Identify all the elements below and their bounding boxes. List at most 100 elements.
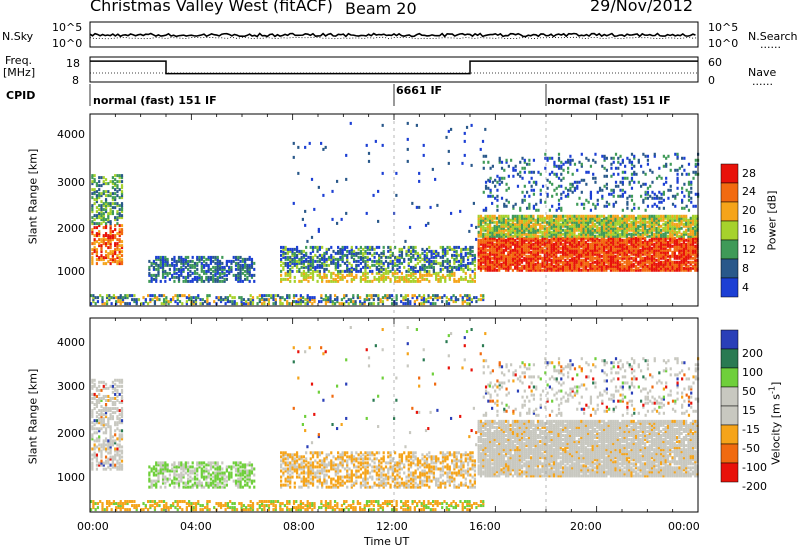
velocity-cell <box>339 461 342 465</box>
velocity-cell <box>435 465 438 469</box>
power-cell <box>325 267 328 271</box>
power-cell <box>250 265 254 269</box>
power-cell <box>484 256 487 260</box>
power-cell <box>221 255 224 259</box>
velocity-cell <box>302 471 305 475</box>
power-cell <box>219 296 223 300</box>
power-cell <box>432 259 435 263</box>
velocity-cell <box>234 483 238 487</box>
power-cell <box>157 269 160 273</box>
power-cell <box>109 232 112 236</box>
velocity-cell <box>382 457 385 461</box>
velocity-cell <box>230 473 233 477</box>
velocity-cell <box>498 460 501 464</box>
power-cell <box>95 222 99 226</box>
velocity-cell <box>316 465 319 469</box>
velocity-cell <box>116 384 119 388</box>
power-cell <box>218 259 222 263</box>
power-cell <box>373 255 376 259</box>
velocity-cell <box>118 435 121 439</box>
velocity-cell <box>350 457 353 461</box>
power-cell <box>209 261 213 265</box>
power-cell <box>482 240 485 244</box>
velocity-cell <box>368 453 372 457</box>
power-cell <box>446 245 449 249</box>
velocity-cell <box>441 467 445 471</box>
velocity-cell <box>479 446 483 450</box>
power-cell <box>514 246 517 250</box>
power-cell <box>289 263 292 267</box>
power-cell <box>250 273 254 277</box>
power-cell <box>111 182 114 186</box>
velocity-cell <box>452 506 455 510</box>
power-cell <box>455 279 458 283</box>
velocity-cell <box>184 463 187 467</box>
power-cell <box>411 294 414 298</box>
power-cell <box>473 267 476 271</box>
power-cell <box>520 226 524 230</box>
velocity-cell <box>128 508 131 512</box>
velocity-cell <box>384 483 388 487</box>
velocity-cell <box>93 394 96 398</box>
power-cell <box>486 234 489 238</box>
velocity-cell <box>246 463 249 467</box>
velocity-cell <box>307 485 310 489</box>
power-cell <box>482 254 485 258</box>
power-cell <box>362 273 365 277</box>
velocity-cell <box>364 457 367 461</box>
velocity-cell <box>518 456 521 460</box>
power-cell <box>428 257 431 261</box>
power-cell <box>457 277 461 281</box>
velocity-cell <box>482 434 485 438</box>
velocity-cell <box>412 473 415 477</box>
power-cell <box>289 249 292 253</box>
velocity-ytick-2000: 2000 <box>57 427 85 440</box>
velocity-cell <box>484 454 487 458</box>
velocity-cell <box>180 461 183 465</box>
power-cell <box>311 247 315 251</box>
power-cell <box>193 265 197 269</box>
power-cell <box>387 263 390 267</box>
power-cell <box>191 255 194 259</box>
power-cell <box>316 259 319 263</box>
power-cell <box>286 255 290 259</box>
power-cell <box>502 220 505 224</box>
velocity-cell <box>191 465 194 469</box>
power-cell <box>373 275 376 279</box>
power-cell <box>91 174 94 178</box>
power-cell <box>520 234 524 238</box>
freq-tick-bottom: 8 <box>72 74 79 87</box>
power-cell <box>157 255 160 259</box>
velocity-cell <box>286 508 289 512</box>
velocity-cell <box>357 469 360 473</box>
velocity-cell <box>114 433 117 437</box>
power-cell <box>338 302 341 306</box>
velocity-cell <box>152 471 156 475</box>
velocity-cell <box>486 466 489 470</box>
power-cell <box>300 271 303 275</box>
velocity-cell <box>489 446 492 450</box>
power-cell <box>164 271 167 275</box>
velocity-cell <box>502 444 505 448</box>
power-cell <box>486 232 489 236</box>
velocity-cell <box>229 506 232 510</box>
velocity-cell <box>116 451 119 455</box>
velocity-cell <box>168 469 171 473</box>
velocity-cell <box>109 443 112 447</box>
power-cell <box>406 300 410 304</box>
power-cell <box>214 261 217 265</box>
power-cell <box>174 300 177 304</box>
power-cell <box>413 294 416 298</box>
velocity-cell <box>316 451 319 455</box>
velocity-cell <box>244 471 247 475</box>
power-cell <box>453 261 456 265</box>
velocity-cell <box>291 465 294 469</box>
velocity-cell <box>448 469 451 473</box>
velocity-cell <box>110 502 113 506</box>
velocity-cell <box>403 471 406 475</box>
velocity-cell <box>171 479 174 483</box>
velocity-cell <box>93 403 96 407</box>
power-cell <box>286 277 290 281</box>
velocity-cell <box>101 502 104 506</box>
velocity-cell <box>256 508 259 512</box>
